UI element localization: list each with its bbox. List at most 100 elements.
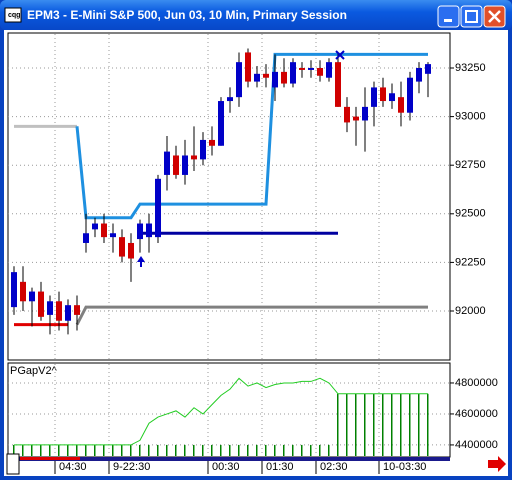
histogram-bar xyxy=(67,444,69,456)
histogram-bar xyxy=(166,444,168,456)
histogram-bar xyxy=(13,444,15,456)
indicator-title: PGapV2^ xyxy=(10,365,58,377)
candle-body xyxy=(272,71,278,88)
candle-body xyxy=(173,155,179,175)
candle-body xyxy=(290,62,296,84)
candle-body xyxy=(209,139,215,146)
candle-body xyxy=(110,233,116,238)
window-title: EPM3 - E-Mini S&P 500, Jun 03, 10 Min, P… xyxy=(27,8,347,22)
candle-body xyxy=(227,97,233,102)
candle-body xyxy=(74,305,80,315)
histogram-bar xyxy=(301,444,303,456)
y-tick-label: 4400000 xyxy=(455,439,498,451)
candle-body xyxy=(92,223,98,230)
overlay-line xyxy=(75,305,428,326)
histogram-bar xyxy=(49,444,51,456)
scroll-right-arrow[interactable] xyxy=(488,456,506,472)
app-icon-glyph: cqg xyxy=(8,12,20,19)
histogram-bar xyxy=(292,444,294,456)
plot-layer: 92000 92250 92500 92750 93000 93250 04:30 9-22:… xyxy=(8,34,498,474)
candle-body xyxy=(263,73,269,78)
candle-body xyxy=(56,301,62,321)
candle-body xyxy=(128,242,134,259)
histogram-bar xyxy=(31,444,33,456)
minimize-button[interactable] xyxy=(437,5,460,28)
histogram-bar xyxy=(355,393,357,456)
candle-body xyxy=(119,237,125,257)
candle-body xyxy=(83,233,89,243)
histogram-bar xyxy=(175,444,177,456)
candle-body xyxy=(326,62,332,78)
histogram-bar xyxy=(319,444,321,456)
y-tick-label: 93250 xyxy=(455,62,486,74)
candle-body xyxy=(344,106,350,123)
candle-body xyxy=(362,106,368,121)
candle-body xyxy=(308,67,314,70)
candle-body xyxy=(182,155,188,175)
histogram-bar xyxy=(283,444,285,456)
candle-body xyxy=(65,305,71,321)
histogram-bar xyxy=(121,444,123,456)
scroll-box[interactable] xyxy=(6,453,20,475)
candle-body xyxy=(20,281,26,302)
histogram-bar xyxy=(382,393,384,456)
candle-body xyxy=(281,71,287,84)
candle-body xyxy=(29,291,35,302)
x-tick-label: 02:30 xyxy=(320,461,348,473)
x-tick-label: 9-22:30 xyxy=(113,461,150,473)
histogram-bar xyxy=(418,393,420,456)
candle-body xyxy=(254,73,260,82)
candle-body xyxy=(425,64,431,74)
histogram-bar xyxy=(256,444,258,456)
overlay-line xyxy=(75,52,428,220)
candle-body xyxy=(353,116,359,121)
candle-body xyxy=(164,151,170,175)
candle-body xyxy=(299,67,305,70)
histogram-bar xyxy=(211,444,213,456)
close-glyph xyxy=(488,10,501,23)
exit-signal-mark xyxy=(335,50,345,60)
histogram-bar xyxy=(139,444,141,456)
candle-body xyxy=(137,223,143,240)
y-tick-label: 4800000 xyxy=(455,377,498,389)
scroll-indicator[interactable] xyxy=(20,457,80,460)
x-tick-label: 04:30 xyxy=(59,461,87,473)
maximize-button[interactable] xyxy=(460,5,483,28)
histogram-bar xyxy=(76,444,78,456)
candle-body xyxy=(398,97,404,113)
time-axis-bar xyxy=(8,457,450,461)
candle-body xyxy=(155,178,161,238)
histogram-bar xyxy=(85,444,87,456)
histogram-bar xyxy=(112,444,114,456)
histogram-bar xyxy=(22,444,24,456)
y-tick-label: 92750 xyxy=(455,159,486,171)
candle-body xyxy=(146,223,152,238)
histogram-bar xyxy=(400,393,402,456)
app-icon[interactable] xyxy=(4,7,22,23)
candle-body xyxy=(236,62,242,98)
histogram-bar xyxy=(103,444,105,456)
x-tick-label: 01:30 xyxy=(266,461,294,473)
histogram-bar xyxy=(337,393,339,456)
histogram-bar xyxy=(409,393,411,456)
histogram-bar xyxy=(220,444,222,456)
candle-body xyxy=(380,87,386,102)
histogram-bar xyxy=(40,444,42,456)
histogram-bar xyxy=(274,444,276,456)
y-tick-label: 4600000 xyxy=(455,408,498,420)
title-bar xyxy=(0,0,512,30)
histogram-bar xyxy=(310,444,312,456)
candle-body xyxy=(245,52,251,82)
histogram-bar xyxy=(328,444,330,456)
histogram-bar xyxy=(247,444,249,456)
histogram-bar xyxy=(364,393,366,456)
window-buttons xyxy=(437,5,506,28)
histogram-bar xyxy=(346,393,348,456)
y-tick-label: 92250 xyxy=(455,256,486,268)
maximize-glyph xyxy=(465,10,478,23)
y-tick-label: 93000 xyxy=(455,111,486,123)
candle-body xyxy=(218,101,224,146)
histogram-bar xyxy=(391,393,393,456)
histogram-bar xyxy=(427,393,429,456)
